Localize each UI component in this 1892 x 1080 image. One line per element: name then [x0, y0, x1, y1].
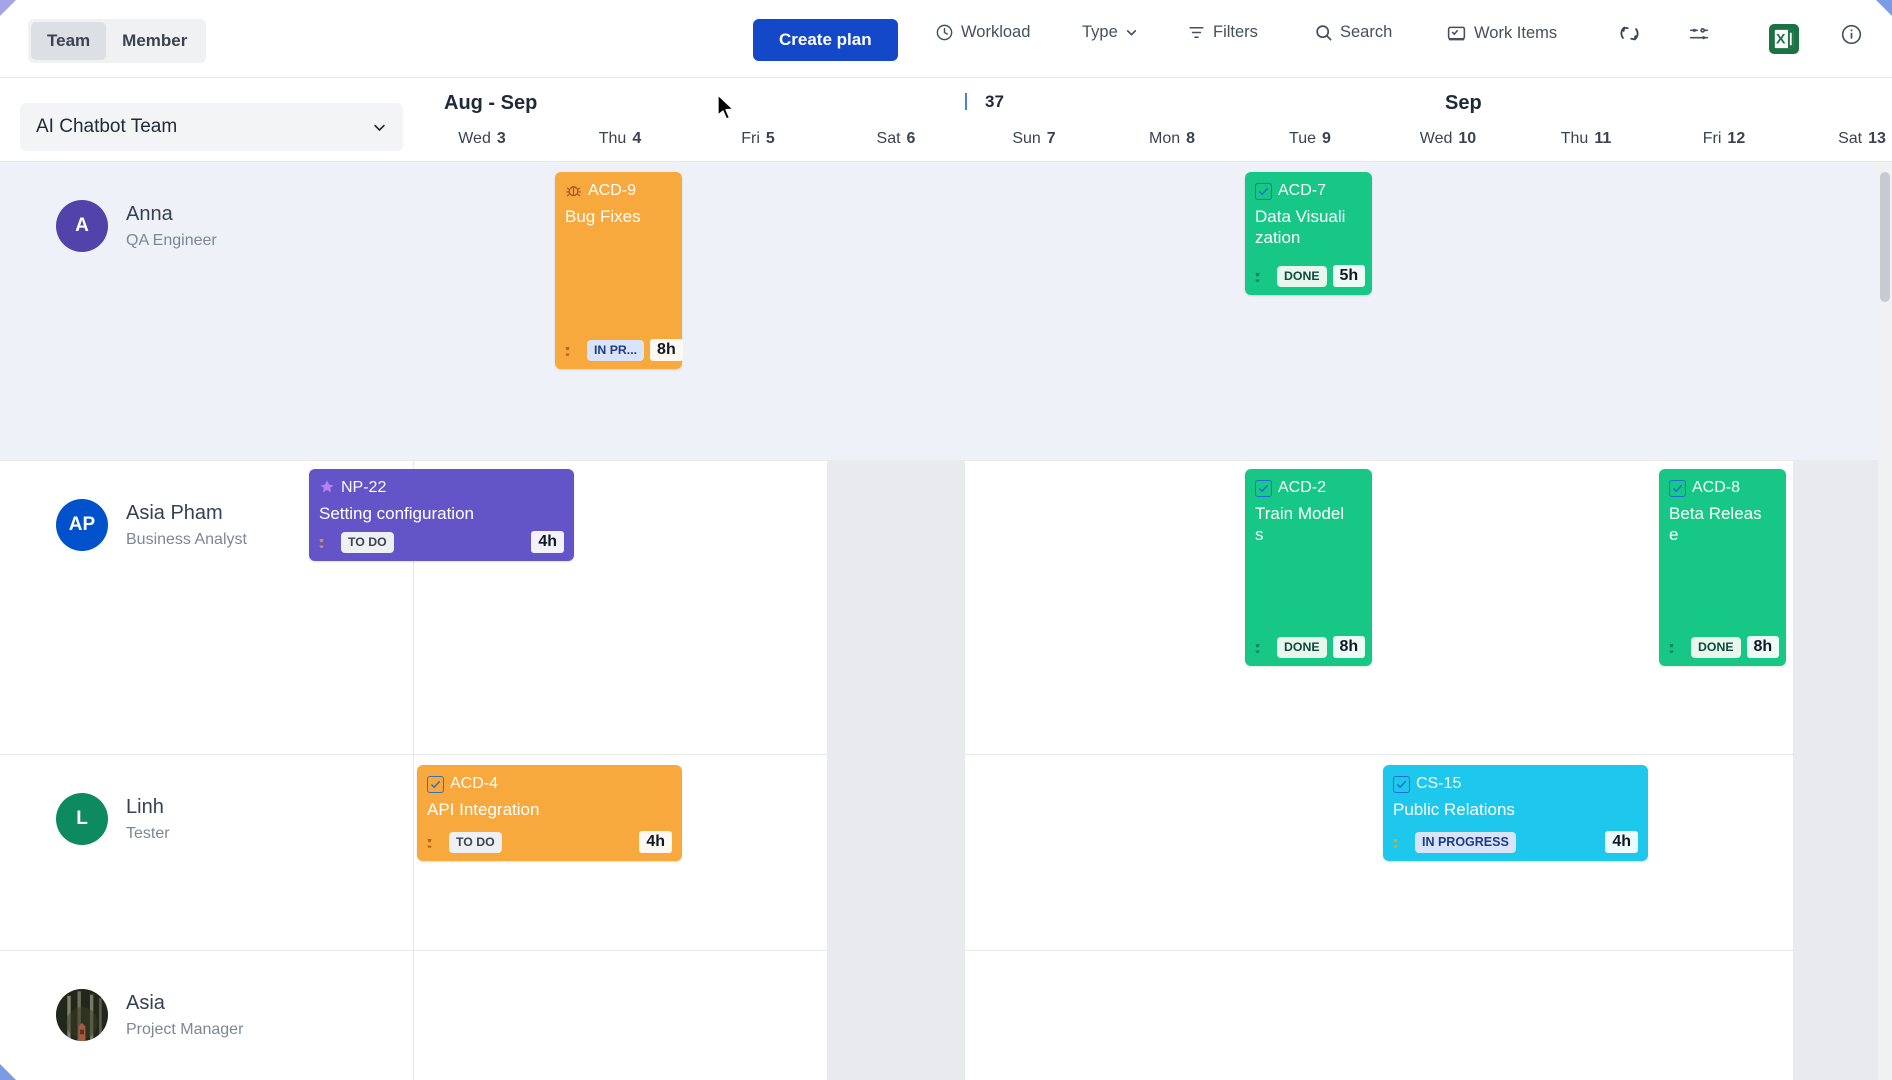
svg-text:X: X	[1776, 32, 1786, 48]
